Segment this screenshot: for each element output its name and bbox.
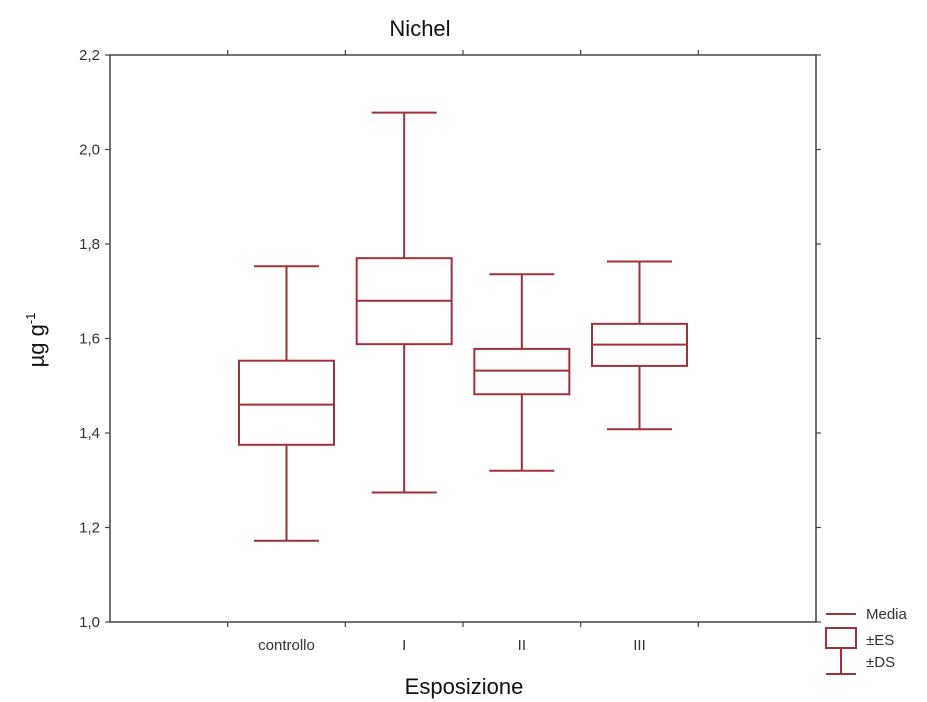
y-tick-label: 1,6 bbox=[79, 331, 100, 348]
legend-se-label: ±ES bbox=[866, 632, 894, 649]
y-tick-label: 1,0 bbox=[79, 614, 100, 631]
box-series bbox=[238, 111, 688, 542]
box-3 bbox=[591, 260, 688, 431]
y-tick-label: 2,0 bbox=[79, 142, 100, 159]
y-tick-label: 1,4 bbox=[79, 425, 100, 442]
box-1 bbox=[355, 111, 453, 494]
x-tick-label: I bbox=[402, 637, 406, 654]
legend-se-swatch bbox=[825, 627, 857, 649]
se-box bbox=[238, 359, 335, 446]
box-0 bbox=[238, 265, 335, 542]
legend-sd-label: ±DS bbox=[866, 654, 895, 671]
legend: Media ±ES ±DS bbox=[825, 606, 908, 675]
svg-text:µg g-1: µg g-1 bbox=[23, 313, 49, 368]
x-axis: controllo I II III bbox=[227, 50, 699, 654]
legend-mean-label: Media bbox=[866, 606, 908, 623]
y-axis-label-main: µg g bbox=[24, 324, 49, 367]
y-axis: 1,0 1,2 1,4 1,6 1,8 2,0 2,2 bbox=[79, 47, 821, 631]
x-axis-label: Esposizione bbox=[405, 674, 524, 699]
box-2 bbox=[473, 273, 571, 472]
y-tick-label: 1,2 bbox=[79, 520, 100, 537]
legend-sd-swatch bbox=[826, 648, 856, 675]
y-axis-label: µg g-1 bbox=[23, 313, 49, 368]
y-tick-label: 2,2 bbox=[79, 47, 100, 64]
chart-title: Nichel bbox=[389, 16, 450, 41]
x-tick-label: III bbox=[633, 637, 646, 654]
plot-frame bbox=[109, 54, 817, 623]
y-axis-label-sup: -1 bbox=[23, 313, 38, 325]
x-tick-label: II bbox=[518, 637, 526, 654]
x-tick-label: controllo bbox=[258, 637, 315, 654]
y-tick-label: 1,8 bbox=[79, 236, 100, 253]
